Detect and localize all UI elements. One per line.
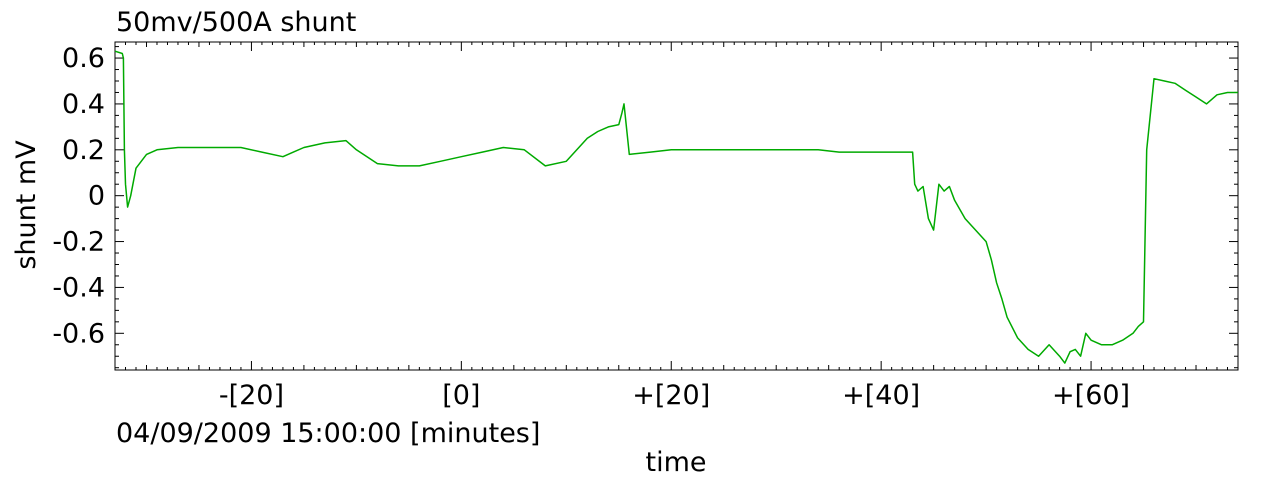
x-tick-label: [0]: [442, 380, 480, 411]
x-tick-label: +[60]: [1052, 380, 1130, 411]
y-axis-label: shunt mV: [11, 140, 42, 270]
y-tick-label: 0.2: [62, 135, 105, 166]
series-line: [114, 50, 1238, 364]
y-tick-label: -0.4: [52, 272, 105, 303]
plot-area: -[20] [0] +[20] +[40] +[60] 0.6 0.4 0.2 0 -0.2 -0.…: [52, 41, 1239, 411]
x-axis-origin-label: 04/09/2009 15:00:00 [minutes]: [116, 418, 540, 449]
chart-title: 50mv/500A shunt: [116, 7, 356, 38]
y-tick-label: 0.6: [62, 43, 105, 74]
plot-frame: [114, 41, 1239, 371]
x-axis-label: time: [645, 447, 706, 478]
x-tick-label: +[40]: [842, 380, 920, 411]
y-tick-label: -0.2: [52, 227, 105, 258]
y-tick-label: 0: [88, 181, 105, 212]
y-tick-label: 0.4: [62, 89, 105, 120]
x-tick-label: +[20]: [632, 380, 710, 411]
x-tick-label: -[20]: [219, 380, 284, 411]
y-tick-label: -0.6: [52, 318, 105, 349]
